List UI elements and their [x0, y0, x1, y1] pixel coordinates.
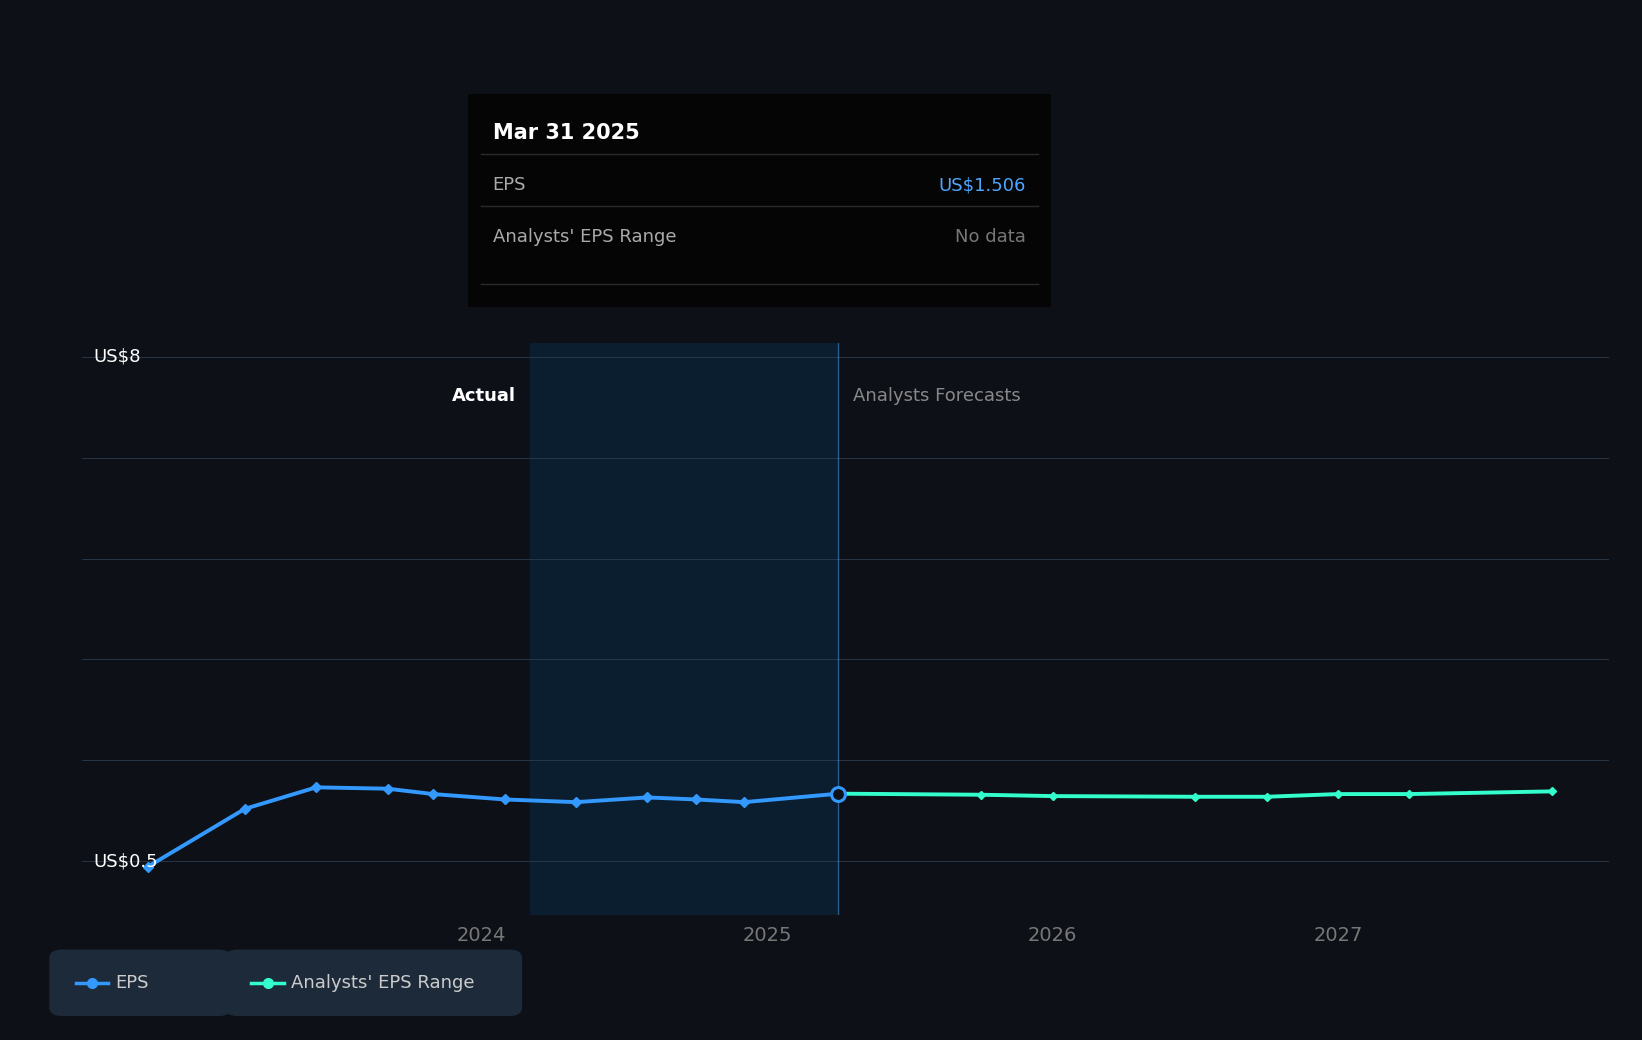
Text: Actual: Actual — [452, 387, 516, 405]
Text: Analysts Forecasts: Analysts Forecasts — [852, 387, 1021, 405]
Text: Mar 31 2025: Mar 31 2025 — [493, 123, 639, 144]
Bar — [82, 343, 530, 915]
Text: Analysts' EPS Range: Analysts' EPS Range — [291, 973, 475, 992]
Text: US$0.5: US$0.5 — [94, 853, 158, 870]
Bar — [530, 343, 839, 915]
Text: Analysts' EPS Range: Analysts' EPS Range — [493, 228, 677, 246]
Text: EPS: EPS — [115, 973, 148, 992]
Text: No data: No data — [956, 228, 1026, 246]
Text: EPS: EPS — [493, 176, 525, 194]
Text: US$8: US$8 — [94, 347, 141, 366]
Text: US$1.506: US$1.506 — [939, 176, 1026, 194]
Bar — [839, 343, 1609, 915]
